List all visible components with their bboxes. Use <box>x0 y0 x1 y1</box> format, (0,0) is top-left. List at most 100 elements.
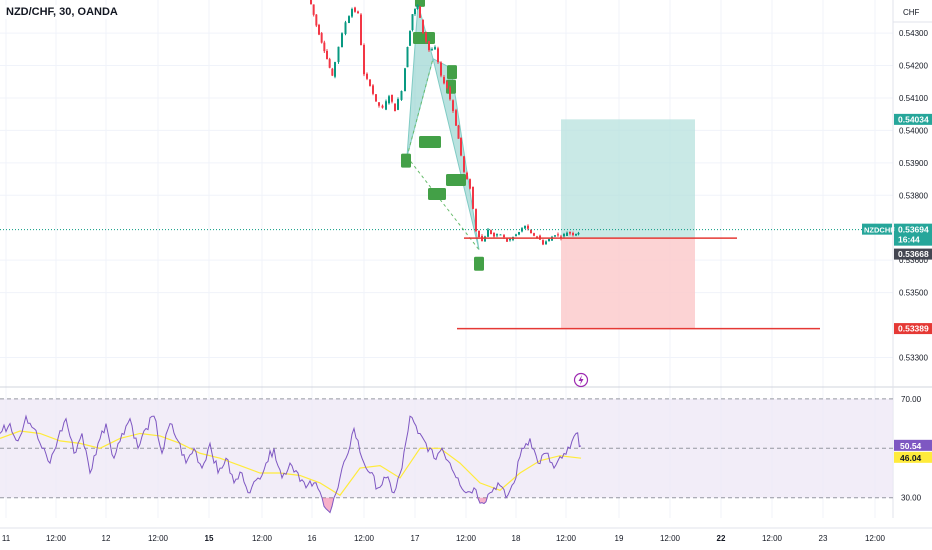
candle-body <box>463 156 465 172</box>
pattern-ratio-tag <box>413 32 435 44</box>
candle-body <box>375 94 377 102</box>
stop-price-label: 0.53389 <box>894 323 932 335</box>
rsi-value-bg <box>894 439 932 451</box>
candle-body <box>357 11 359 14</box>
alert-lightning-icon[interactable] <box>573 372 589 388</box>
symbol-tag: NZDCHF <box>862 223 895 235</box>
candle-body <box>394 103 396 112</box>
candle-body <box>446 81 448 88</box>
candle-body <box>428 41 430 51</box>
pattern-xd-line <box>406 156 480 251</box>
rsi-ma-bg <box>894 451 932 463</box>
time-tick-label: 17 <box>411 534 420 543</box>
candle-body <box>509 238 511 241</box>
candle-body <box>388 96 390 104</box>
candle-body <box>577 232 580 235</box>
candle-body <box>548 238 550 242</box>
candle-body <box>443 77 445 84</box>
pattern-point-d <box>474 256 484 271</box>
candle-body <box>344 22 347 34</box>
candle-body <box>378 102 380 106</box>
rsi-ma-line <box>0 430 582 497</box>
candle-body <box>326 50 328 60</box>
candle-body <box>381 105 384 108</box>
time-tick-label: 12:00 <box>556 534 577 543</box>
pattern-triangle-xab <box>406 3 434 157</box>
target-price-label-text: 0.54034 <box>898 114 929 124</box>
time-tick-label: 12:00 <box>660 534 681 543</box>
candle-body <box>524 225 526 229</box>
time-tick-label: 12:00 <box>456 534 477 543</box>
rsi-ma-label: 46.04 <box>894 451 932 463</box>
countdown-text: 16:44 <box>898 235 920 245</box>
time-tick-label: 18 <box>512 534 521 543</box>
candle-body <box>455 110 457 126</box>
candle-body <box>391 94 393 102</box>
axes: CHF 0.54300 0.54200 0.54100 0.54000 0.53900 0.… <box>0 8 932 543</box>
candle-body <box>404 68 406 91</box>
candle-body <box>425 32 427 42</box>
candle-body <box>493 232 495 237</box>
candle-body <box>533 233 535 236</box>
candle-body <box>323 42 326 52</box>
entry-price-label: 0.53668 <box>894 248 932 260</box>
current-price-text: 0.53694 <box>898 225 929 235</box>
candle-body <box>472 186 474 209</box>
stop-price-label-bg <box>894 323 932 335</box>
candle-body <box>475 209 477 231</box>
price-tick-label: 0.54200 <box>899 62 928 71</box>
entry-price-label-text: 0.53668 <box>898 249 929 259</box>
time-tick-label: 16 <box>308 534 317 543</box>
rsi-tick-lower: 30.00 <box>901 494 922 503</box>
candle-body <box>545 241 547 245</box>
candle-body <box>554 235 556 237</box>
price-tick-label: 0.53300 <box>899 353 928 362</box>
candle-body <box>334 62 336 77</box>
candle-body <box>452 100 454 111</box>
currency-label: CHF <box>903 8 920 17</box>
candle-body <box>411 14 414 31</box>
candle-body <box>354 7 356 12</box>
time-tick-label: 12:00 <box>762 534 783 543</box>
rsi-tick-upper: 70.00 <box>901 395 922 404</box>
candle-body <box>341 33 343 48</box>
candle-body <box>318 24 320 35</box>
candle-body <box>416 4 419 10</box>
candle-body <box>331 68 334 76</box>
symbol-tag-text: NZDCHF <box>864 226 895 235</box>
price-tick-label: 0.54300 <box>899 29 928 38</box>
candle-body <box>437 48 439 63</box>
rsi-value-label: 50.54 <box>894 439 932 451</box>
rsi-ma-text: 46.04 <box>900 453 922 463</box>
candle-body <box>434 47 436 50</box>
candle-body <box>372 85 374 94</box>
pattern-ratio-tag <box>419 136 441 148</box>
candle-body <box>478 230 480 238</box>
rsi-pane <box>0 398 893 514</box>
candle-body <box>310 0 312 5</box>
candle-body <box>499 234 502 236</box>
price-tick-label: 0.54100 <box>899 94 928 103</box>
candle-body <box>385 101 387 110</box>
position-zones <box>561 119 695 329</box>
candle-body <box>569 231 571 234</box>
symbol-title[interactable]: NZD/CHF, 30, OANDA <box>4 5 120 19</box>
candle-body <box>496 234 498 236</box>
candle-body <box>406 47 409 68</box>
rsi-oversold-fill <box>0 497 581 513</box>
candle-body <box>419 6 421 18</box>
pattern-point-b <box>446 79 456 94</box>
candle-body <box>397 99 399 110</box>
candle-body <box>457 125 460 139</box>
candle-body <box>557 234 559 236</box>
candle-body <box>506 238 508 242</box>
time-tick-label: 15 <box>205 534 214 543</box>
current-price-bg <box>894 223 932 246</box>
candle-body <box>503 235 505 238</box>
candle-body <box>369 79 371 86</box>
candle-body <box>328 59 331 68</box>
candle-body <box>490 230 492 234</box>
candle-body <box>348 16 350 24</box>
price-tick-label: 0.53800 <box>899 191 928 200</box>
